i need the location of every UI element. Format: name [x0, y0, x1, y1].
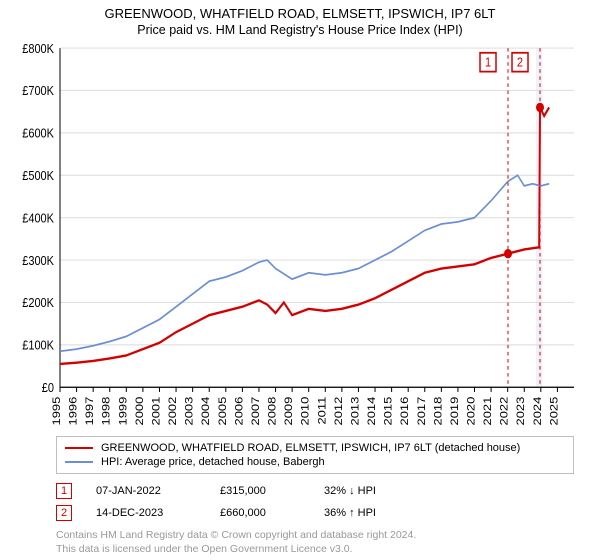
x-tick-label: 2000 — [133, 396, 146, 425]
y-tick-label: £400K — [22, 211, 54, 226]
x-tick-label: 2002 — [166, 396, 179, 425]
legend-label: GREENWOOD, WHATFIELD ROAD, ELMSETT, IPSW… — [101, 442, 520, 454]
y-tick-label: £600K — [22, 126, 54, 141]
y-tick-label: £300K — [22, 253, 54, 268]
x-tick-label: 2017 — [415, 396, 428, 425]
x-tick-label: 2010 — [299, 396, 312, 425]
y-tick-label: £100K — [22, 338, 54, 353]
event-date: 07-JAN-2022 — [96, 485, 196, 497]
x-tick-label: 2025 — [547, 396, 560, 425]
x-tick-label: 2012 — [332, 396, 345, 425]
event-date: 14-DEC-2023 — [96, 507, 196, 519]
x-tick-label: 2022 — [498, 396, 511, 425]
event-price: £660,000 — [220, 507, 300, 519]
x-tick-label: 2009 — [282, 396, 295, 425]
event-row: 2 14-DEC-2023 £660,000 36% ↑ HPI — [56, 502, 574, 524]
chart-svg: £0 £100K £200K £300K £400K £500K £600K £700K £80… — [12, 41, 588, 430]
x-tick-label: 2014 — [365, 396, 378, 425]
event-price: £315,000 — [220, 485, 300, 497]
event-row: 1 07-JAN-2022 £315,000 32% ↓ HPI — [56, 480, 574, 502]
x-tick-label: 2011 — [315, 396, 328, 424]
x-tick-label: 2019 — [448, 396, 461, 425]
chart-title-block: GREENWOOD, WHATFIELD ROAD, ELMSETT, IPSW… — [12, 6, 588, 37]
legend-swatch — [65, 461, 93, 463]
x-tick-label: 2018 — [431, 396, 444, 425]
marker-point — [536, 103, 544, 112]
event-list: 1 07-JAN-2022 £315,000 32% ↓ HPI 2 14-DEC-202… — [56, 480, 574, 524]
attribution-footer: Contains HM Land Registry data © Crown c… — [56, 528, 574, 556]
y-tick-label: £0 — [42, 380, 55, 395]
legend-row: GREENWOOD, WHATFIELD ROAD, ELMSETT, IPSW… — [65, 441, 565, 455]
marker-badge-num: 2 — [517, 55, 523, 70]
event-delta: 36% ↑ HPI — [324, 507, 444, 519]
x-tick-label: 2001 — [149, 396, 162, 425]
x-tick-label: 2024 — [531, 396, 544, 425]
y-tick-label: £700K — [22, 83, 54, 98]
legend-label: HPI: Average price, detached house, Babe… — [101, 456, 325, 468]
x-tick-label: 2023 — [514, 396, 527, 425]
x-tick-label: 2008 — [265, 396, 278, 425]
footer-line-2: This data is licensed under the Open Gov… — [56, 542, 574, 556]
legend-swatch — [65, 447, 93, 449]
x-tick-label: 1997 — [83, 396, 96, 425]
event-delta: 32% ↓ HPI — [324, 485, 444, 497]
x-tick-label: 1998 — [100, 396, 113, 425]
footer-line-1: Contains HM Land Registry data © Crown c… — [56, 528, 574, 542]
series-line-property_price — [60, 107, 549, 364]
x-tick-label: 2020 — [464, 396, 477, 425]
x-tick-label: 2005 — [216, 396, 229, 425]
y-tick-label: £200K — [22, 295, 54, 310]
x-tick-label: 1999 — [116, 396, 129, 425]
chart-subtitle: Price paid vs. HM Land Registry's House … — [12, 23, 588, 37]
x-tick-label: 2016 — [398, 396, 411, 425]
x-tick-label: 2007 — [249, 396, 262, 425]
x-tick-label: 2003 — [183, 396, 196, 425]
event-badge: 2 — [56, 505, 72, 521]
legend-row: HPI: Average price, detached house, Babe… — [65, 455, 565, 469]
chart-legend: GREENWOOD, WHATFIELD ROAD, ELMSETT, IPSW… — [56, 436, 574, 474]
x-tick-label: 1995 — [50, 396, 63, 425]
x-tick-label: 2015 — [382, 396, 395, 425]
marker-badge-num: 1 — [485, 55, 491, 70]
y-tick-label: £800K — [22, 41, 54, 56]
chart-title: GREENWOOD, WHATFIELD ROAD, ELMSETT, IPSW… — [12, 6, 588, 21]
event-badge: 1 — [56, 483, 72, 499]
x-tick-label: 2006 — [232, 396, 245, 425]
y-tick-label: £500K — [22, 168, 54, 183]
marker-point — [504, 249, 512, 258]
x-tick-label: 2021 — [481, 396, 494, 425]
x-tick-label: 2004 — [199, 396, 212, 425]
x-tick-label: 2013 — [348, 396, 361, 425]
x-tick-label: 1996 — [67, 396, 80, 425]
price-chart: £0 £100K £200K £300K £400K £500K £600K £700K £80… — [12, 41, 588, 430]
